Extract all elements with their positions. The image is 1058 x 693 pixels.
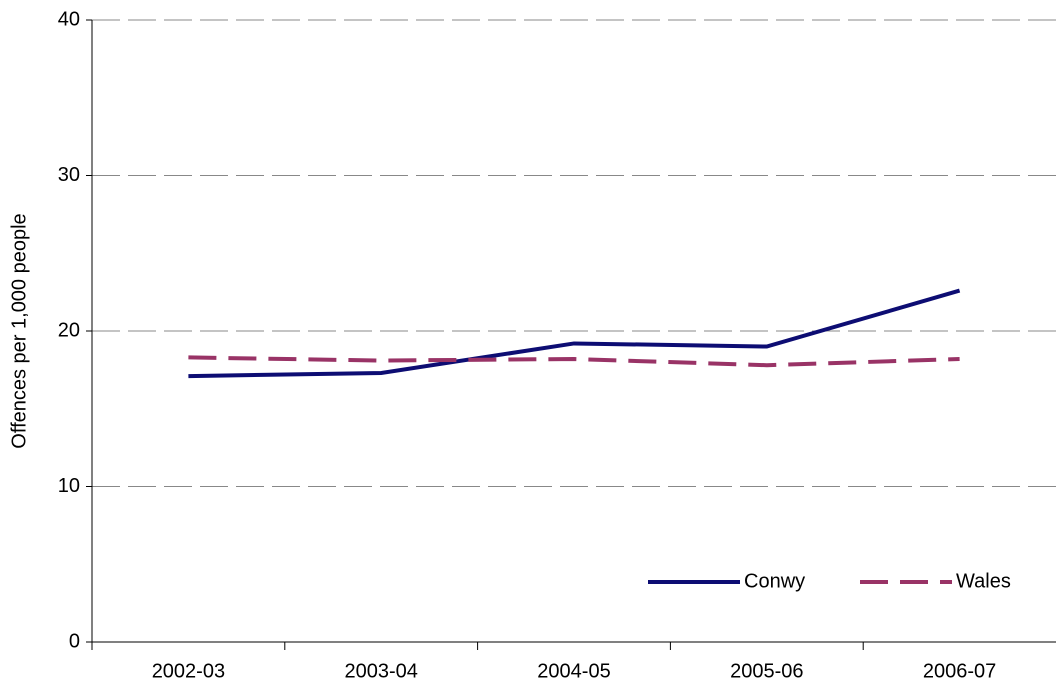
y-tick-label: 10: [58, 475, 80, 497]
legend-label: Wales: [956, 570, 1011, 592]
series-line: [188, 355, 960, 368]
legend-label: Conwy: [744, 570, 805, 592]
x-tick-label: 2006-07: [923, 660, 996, 682]
y-tick-label: 20: [58, 319, 80, 341]
x-tick-label: 2003-04: [344, 660, 417, 682]
y-tick-label: 30: [58, 164, 80, 186]
series-line: [188, 288, 961, 379]
x-tick-label: 2002-03: [152, 660, 225, 682]
x-tick-label: 2005-06: [730, 660, 803, 682]
y-tick-label: 40: [58, 8, 80, 30]
y-axis-label: Offences per 1,000 people: [8, 213, 30, 448]
y-tick-label: 0: [69, 630, 80, 652]
x-tick-label: 2004-05: [537, 660, 610, 682]
